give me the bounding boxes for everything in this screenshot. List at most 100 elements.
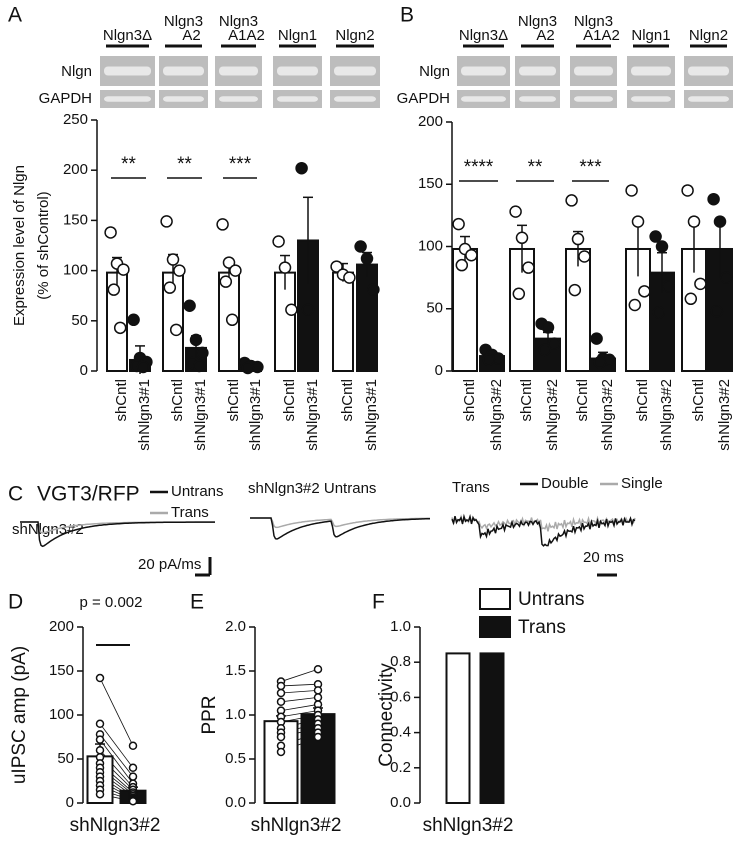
x-tick-label: shCntl [518,379,535,422]
y-tick-label: 0 [435,362,443,379]
data-point [117,263,130,276]
x-tick-label: shCntl [113,379,130,422]
y-tick-label: 0.0 [225,794,246,811]
group-label: Nlgn3 [164,13,203,30]
pair-line [280,689,319,694]
data-point [128,741,138,751]
data-point [360,252,374,265]
trace-label: shNlgn3#2 Untrans [248,480,376,497]
data-point [628,298,642,312]
data-point [278,261,292,274]
blot-band [163,96,204,102]
bar [565,247,591,373]
data-point [568,283,582,297]
data-point [113,321,127,335]
blot-band [461,66,506,76]
data-point [128,772,138,781]
blot-band [163,66,204,76]
blot-row-label: Nlgn [61,63,92,80]
blot-band [519,66,556,76]
pair-line [99,739,134,784]
legend-label: Untrans [518,589,585,610]
pair-line [99,677,134,746]
y-axis-label: Expression level of Nlgn [11,165,28,326]
data-point [512,287,526,301]
data-point [638,285,651,298]
x-tick-label: shCntl [690,379,707,422]
group-label: Nlgn3Δ [103,27,152,44]
significance-label: **** [464,157,494,178]
y-axis-label: PPR [199,695,220,734]
data-point [95,735,105,744]
data-point [655,240,669,253]
blot-band [334,96,376,102]
data-point [548,337,561,350]
y-tick-label: 150 [49,662,74,679]
data-point [219,275,233,288]
data-point [652,306,666,319]
x-tick-label: shCntl [574,379,591,422]
y-tick-label: 0.2 [390,759,411,776]
legend-label: Untrans [171,483,224,500]
significance-label: ** [121,154,136,175]
x-tick-label: shCntl [225,379,242,422]
bar [356,263,378,372]
data-point [216,218,229,231]
y-tick-label: 0 [66,794,74,811]
data-point [196,346,209,360]
data-point [515,231,529,245]
legend-swatch [479,588,511,610]
data-point [687,215,701,228]
trace [451,513,636,547]
x-tick-label: shNlgn3#1 [247,379,264,451]
data-point [720,271,733,284]
data-point [276,732,286,742]
data-point [276,688,286,698]
pair-line [99,734,134,777]
data-point [631,215,645,228]
blot-band [104,96,151,102]
annotation: p = 0.002 [80,594,143,611]
panel-letter: E [190,591,204,614]
data-point [301,303,315,317]
data-point [367,283,380,296]
y-axis-label: uIPSC amp (pA) [9,646,30,784]
data-point [104,226,117,239]
panel-letter: F [372,591,385,614]
data-point [127,313,140,327]
x-tick-label: shNlgn3#1 [363,379,380,451]
data-point [649,230,662,243]
data-point [95,789,105,799]
data-point [455,258,469,272]
data-point [710,304,724,318]
y-tick-label: 50 [57,750,74,767]
x-tick-label: shNlgn3#1 [136,379,153,451]
data-point [578,250,591,263]
data-point [295,161,308,175]
group-label: A1A2 [228,27,265,44]
data-point [225,313,239,327]
significance-label: *** [579,157,602,178]
data-point [241,361,255,375]
legend-label: Trans [518,617,566,638]
data-point [354,240,367,253]
data-point [509,205,522,218]
legend-label: Double [541,475,589,492]
y-tick-label: 100 [49,706,74,723]
blot-band [688,66,729,76]
blot-band [688,96,729,102]
data-point [684,292,698,306]
data-point [343,271,356,284]
y-tick-label: 150 [63,211,88,228]
data-point [662,280,675,293]
blot-band [219,66,258,76]
pair-line [280,683,319,687]
group-label: A1A2 [583,27,620,44]
x-axis-label: shNlgn3#2 [423,815,514,836]
x-tick-label: shCntl [339,379,356,422]
pair-line [99,723,134,769]
group-label: Nlgn2 [335,27,374,44]
blot-band [519,96,556,102]
panel-letter: A [8,4,22,27]
